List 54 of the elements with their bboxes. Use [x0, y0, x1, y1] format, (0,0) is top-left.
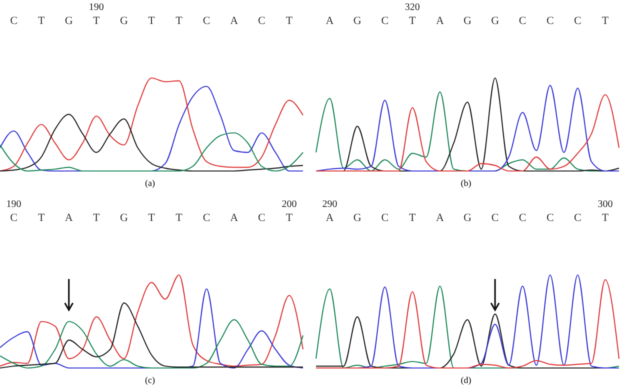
text: 190: [6, 199, 22, 210]
x-tick-label: T: [93, 212, 100, 224]
x-tick-label: A: [436, 212, 444, 224]
x-tick-label: T: [93, 15, 100, 27]
x-tick-label: A: [326, 212, 334, 224]
x-tick-label: C: [574, 15, 582, 27]
x-tick-label: C: [381, 15, 389, 27]
x-tick-label: A: [230, 15, 238, 27]
x-tick-label: T: [602, 15, 609, 27]
x-tick-label: C: [10, 212, 18, 224]
text: 190: [88, 2, 104, 13]
x-tick-label: C: [574, 212, 582, 224]
x-tick-label: A: [436, 15, 444, 27]
text: 290: [322, 199, 338, 210]
x-axis-title: (a): [145, 178, 155, 188]
x-axis-title: (c): [145, 375, 155, 385]
x-tick-label: C: [546, 212, 554, 224]
x-tick-label: G: [120, 15, 128, 27]
x-tick-label: G: [464, 15, 472, 27]
x-tick-label: C: [258, 212, 266, 224]
x-tick-label: C: [518, 212, 526, 224]
x-tick-label: C: [10, 15, 18, 27]
x-tick-label: G: [64, 15, 73, 27]
x-tick-label: A: [64, 212, 73, 224]
text: 320: [404, 2, 420, 13]
x-tick-label: C: [202, 15, 210, 27]
x-tick-label: C: [381, 212, 389, 224]
x-tick-label: G: [353, 212, 362, 224]
x-tick-label: T: [38, 212, 45, 224]
x-tick-label: T: [286, 15, 293, 27]
x-tick-label: T: [286, 212, 293, 224]
x-tick-label: A: [326, 15, 334, 27]
text: 200: [282, 199, 297, 210]
x-tick-label: T: [602, 212, 609, 224]
x-tick-label: A: [230, 212, 238, 224]
x-tick-label: G: [464, 212, 472, 224]
x-tick-label: C: [258, 15, 266, 27]
x-tick-label: T: [148, 15, 156, 27]
x-axis-title: (d): [460, 375, 472, 385]
x-tick-label: T: [409, 212, 416, 224]
x-tick-label: T: [38, 15, 45, 27]
x-tick-label: T: [409, 15, 416, 27]
x-tick-label: T: [148, 212, 156, 224]
x-axis-title: (b): [460, 178, 472, 188]
x-tick-label: C: [202, 212, 210, 224]
x-tick-label: C: [518, 15, 526, 27]
x-tick-label: G: [491, 15, 500, 27]
text: 300: [598, 199, 613, 210]
x-tick-label: G: [120, 212, 128, 224]
x-tick-label: G: [353, 15, 362, 27]
x-tick-label: T: [176, 212, 183, 224]
x-tick-label: C: [491, 212, 499, 224]
x-tick-label: C: [546, 15, 554, 27]
x-tick-label: T: [176, 15, 183, 27]
